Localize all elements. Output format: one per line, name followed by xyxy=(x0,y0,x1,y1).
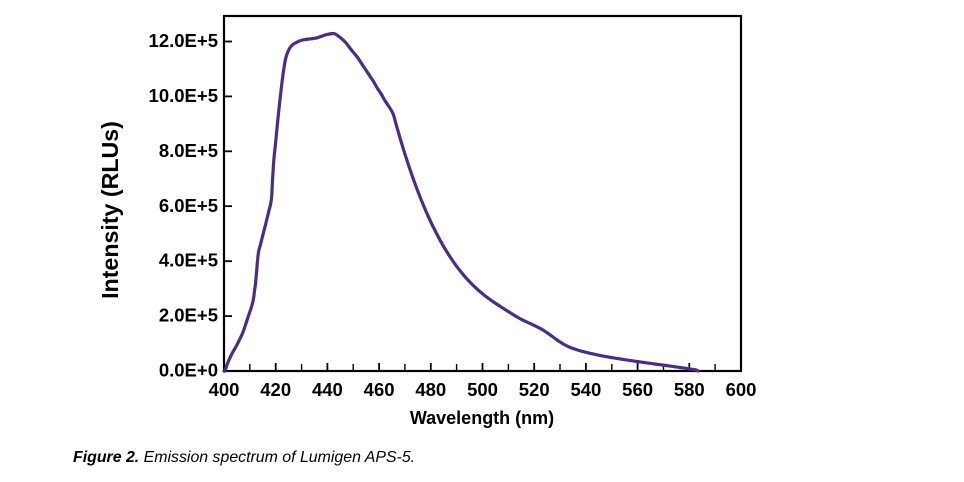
svg-text:6.0E+5: 6.0E+5 xyxy=(159,195,218,216)
svg-text:480: 480 xyxy=(415,379,446,400)
svg-text:10.0E+5: 10.0E+5 xyxy=(149,85,218,106)
svg-text:8.0E+5: 8.0E+5 xyxy=(159,140,218,161)
svg-text:400: 400 xyxy=(209,379,240,400)
svg-text:600: 600 xyxy=(726,379,757,400)
svg-text:500: 500 xyxy=(467,379,498,400)
svg-text:580: 580 xyxy=(674,379,705,400)
svg-text:460: 460 xyxy=(364,379,395,400)
svg-text:12.0E+5: 12.0E+5 xyxy=(149,30,218,51)
svg-text:4.0E+5: 4.0E+5 xyxy=(159,250,218,271)
svg-text:0.0E+0: 0.0E+0 xyxy=(159,360,218,381)
svg-text:520: 520 xyxy=(519,379,550,400)
svg-text:Intensity (RLUs): Intensity (RLUs) xyxy=(97,121,123,299)
svg-text:560: 560 xyxy=(622,379,653,400)
svg-text:540: 540 xyxy=(570,379,601,400)
svg-text:440: 440 xyxy=(312,379,343,400)
svg-text:2.0E+5: 2.0E+5 xyxy=(159,305,218,326)
svg-text:420: 420 xyxy=(260,379,291,400)
svg-text:Wavelength (nm): Wavelength (nm) xyxy=(410,408,554,428)
